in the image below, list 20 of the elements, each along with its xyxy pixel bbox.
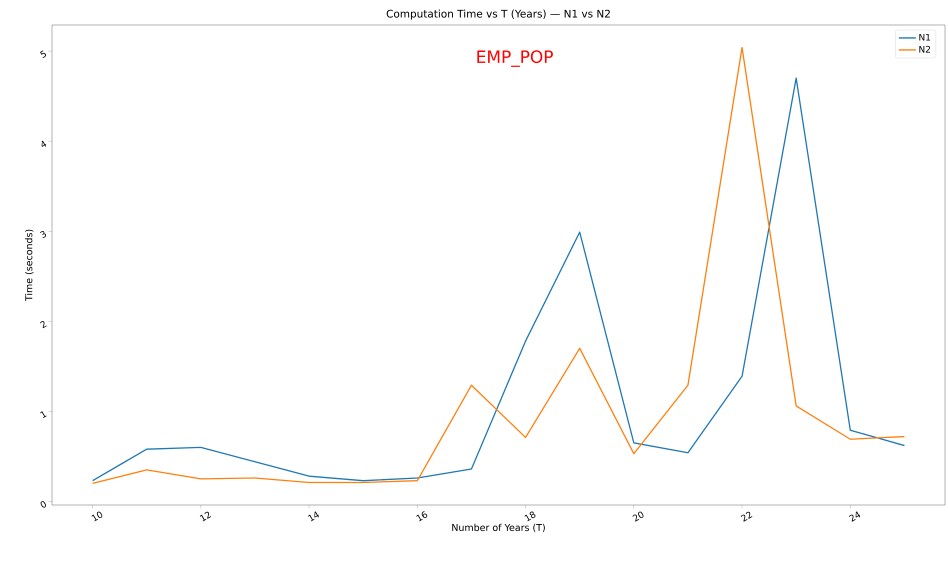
x-tick-label: 20 (632, 512, 644, 522)
y-tick-label: 4 (42, 140, 46, 147)
x-tick-label: 16 (416, 511, 428, 522)
x-tick-label: 18 (524, 512, 536, 522)
x-tick-label: 10 (92, 512, 102, 522)
y-tick-label: 0 (40, 501, 46, 508)
legend-label: N1 (919, 34, 930, 41)
x-tick-label: 24 (849, 511, 860, 522)
y-axis-title: Time (seconds) (25, 230, 34, 302)
y-tick-label: 2 (40, 321, 47, 328)
legend-label: N2 (919, 46, 930, 53)
y-tick-label: 3 (40, 230, 46, 238)
y-tick-label: 5 (40, 50, 46, 58)
x-tick-label: 22 (740, 512, 752, 522)
x-axis-title: Number of Years (T) (452, 524, 545, 532)
annotation: EMP_POP (477, 50, 553, 67)
y-tick-label: 1 (40, 411, 47, 418)
x-tick-label: 14 (308, 511, 319, 522)
chart-title: Computation Time vs T (Years) — N1 vs N2 (386, 10, 610, 20)
x-tick-label: 12 (200, 512, 212, 522)
